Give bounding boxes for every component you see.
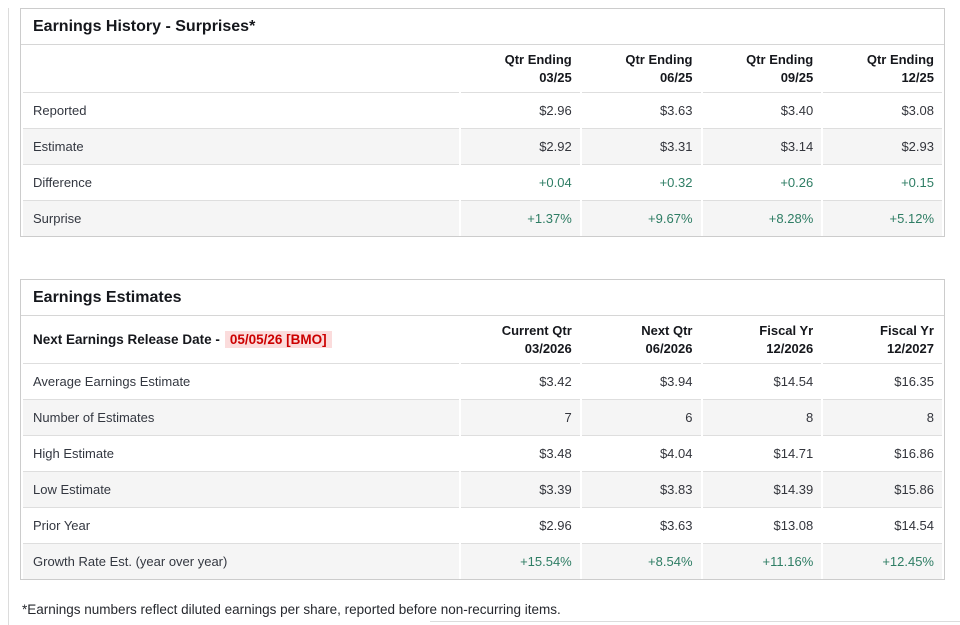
cell-value: 6: [581, 400, 701, 437]
cell-value: 7: [461, 400, 580, 437]
page-left-divider: [8, 8, 9, 625]
column-header: Fiscal Yr 12/2027: [823, 316, 942, 365]
cell-value: $14.71: [702, 436, 822, 473]
column-header-line1: Qtr Ending: [746, 52, 814, 67]
next-earnings-release-cell: Next Earnings Release Date -05/05/26 [BM…: [23, 316, 459, 365]
cell-value: +15.54%: [461, 544, 580, 580]
column-header-line2: 03/2026: [524, 340, 572, 356]
table-row: Surprise +1.37% +9.67% +8.28% +5.12%: [23, 201, 942, 237]
earnings-history-title: Earnings History - Surprises*: [21, 9, 944, 45]
column-header-line1: Fiscal Yr: [880, 323, 934, 339]
table-row: Prior Year $2.96 $3.63 $13.08 $14.54: [23, 508, 942, 545]
table-row: Difference +0.04 +0.32 +0.26 +0.15: [23, 165, 942, 202]
column-header-line1: Next Qtr: [641, 323, 693, 339]
column-header-line2: 06/2026: [645, 340, 693, 356]
cell-value: $3.40: [702, 93, 822, 130]
column-header: Next Qtr 06/2026: [581, 316, 701, 365]
column-header-line2: 09/25: [780, 69, 814, 85]
cell-value: $3.39: [461, 472, 580, 509]
table-row: Average Earnings Estimate $3.42 $3.94 $1…: [23, 364, 942, 401]
row-label: Surprise: [23, 201, 459, 237]
column-header-line2: 06/25: [659, 69, 693, 85]
cell-value: $16.35: [823, 364, 942, 401]
earnings-history-table: Qtr Ending 03/25 Qtr Ending 06/25 Qtr En…: [21, 45, 944, 237]
earnings-footnote: *Earnings numbers reflect diluted earnin…: [22, 602, 561, 618]
column-header-line1: Qtr Ending: [504, 52, 572, 67]
row-label: Growth Rate Est. (year over year): [23, 544, 459, 580]
table-row: Reported $2.96 $3.63 $3.40 $3.08: [23, 93, 942, 130]
cell-value: $3.42: [461, 364, 580, 401]
column-header-line1: Current Qtr: [501, 323, 572, 339]
column-header: Qtr Ending 03/25: [461, 45, 580, 94]
cell-value: +0.04: [461, 165, 580, 202]
cell-value: $3.14: [702, 129, 822, 166]
column-header-line1: Fiscal Yr: [759, 323, 814, 339]
cell-value: $15.86: [823, 472, 942, 509]
row-label: Number of Estimates: [23, 400, 459, 437]
cell-value: $16.86: [823, 436, 942, 473]
cell-value: +8.54%: [581, 544, 701, 580]
row-label: Low Estimate: [23, 472, 459, 509]
next-earnings-release-date: 05/05/26 [BMO]: [224, 330, 332, 348]
row-label: Average Earnings Estimate: [23, 364, 459, 401]
cell-value: $3.63: [581, 93, 701, 130]
cell-value: +12.45%: [823, 544, 942, 580]
cell-value: $2.96: [461, 508, 580, 545]
cell-value: $2.92: [461, 129, 580, 166]
earnings-estimates-table: Next Earnings Release Date -05/05/26 [BM…: [21, 316, 944, 580]
cell-value: +8.28%: [702, 201, 822, 237]
cell-value: $3.08: [823, 93, 942, 130]
cell-value: +1.37%: [461, 201, 580, 237]
cell-value: $14.54: [702, 364, 822, 401]
cell-value: $3.31: [581, 129, 701, 166]
cell-value: $3.94: [581, 364, 701, 401]
table-row: Low Estimate $3.39 $3.83 $14.39 $15.86: [23, 472, 942, 509]
column-header: Fiscal Yr 12/2026: [702, 316, 822, 365]
row-label: High Estimate: [23, 436, 459, 473]
cell-value: 8: [823, 400, 942, 437]
cell-value: $14.39: [702, 472, 822, 509]
column-header: Qtr Ending 09/25: [702, 45, 822, 94]
cell-value: $2.93: [823, 129, 942, 166]
cell-value: +0.32: [581, 165, 701, 202]
cell-value: +0.15: [823, 165, 942, 202]
cell-value: $4.04: [581, 436, 701, 473]
column-header-line1: Qtr Ending: [866, 52, 934, 67]
row-label: Difference: [23, 165, 459, 202]
cell-value: $14.54: [823, 508, 942, 545]
table-row: Number of Estimates 7 6 8 8: [23, 400, 942, 437]
next-earnings-release-label: Next Earnings Release Date -: [33, 331, 220, 347]
table-row: Estimate $2.92 $3.31 $3.14 $2.93: [23, 129, 942, 166]
cell-value: $3.48: [461, 436, 580, 473]
earnings-estimates-title: Earnings Estimates: [21, 280, 944, 317]
empty-header-cell: [23, 45, 459, 94]
row-label: Reported: [23, 93, 459, 130]
cell-value: +5.12%: [823, 201, 942, 237]
table-row: High Estimate $3.48 $4.04 $14.71 $16.86: [23, 436, 942, 473]
column-header: Qtr Ending 12/25: [823, 45, 942, 94]
earnings-history-card: Earnings History - Surprises* Qtr Ending…: [20, 8, 945, 238]
cell-value: $3.63: [581, 508, 701, 545]
earnings-history-header-row: Qtr Ending 03/25 Qtr Ending 06/25 Qtr En…: [23, 45, 942, 94]
page-bottom-divider: [430, 621, 960, 622]
cell-value: $3.83: [581, 472, 701, 509]
column-header-line2: 03/25: [539, 69, 572, 85]
cell-value: $13.08: [702, 508, 822, 545]
cell-value: $2.96: [461, 93, 580, 130]
column-header-line2: 12/25: [901, 69, 934, 85]
column-header-line2: 12/2027: [887, 340, 934, 356]
cell-value: 8: [702, 400, 822, 437]
cell-value: +0.26: [702, 165, 822, 202]
column-header-line2: 12/2026: [766, 340, 814, 356]
table-row: Growth Rate Est. (year over year) +15.54…: [23, 544, 942, 580]
cell-value: +11.16%: [702, 544, 822, 580]
earnings-estimates-header-row: Next Earnings Release Date -05/05/26 [BM…: [23, 316, 942, 365]
cell-value: +9.67%: [581, 201, 701, 237]
column-header-line1: Qtr Ending: [625, 52, 693, 67]
column-header: Current Qtr 03/2026: [461, 316, 580, 365]
row-label: Estimate: [23, 129, 459, 166]
earnings-estimates-card: Earnings Estimates Next Earnings Release…: [20, 279, 945, 581]
column-header: Qtr Ending 06/25: [581, 45, 701, 94]
row-label: Prior Year: [23, 508, 459, 545]
